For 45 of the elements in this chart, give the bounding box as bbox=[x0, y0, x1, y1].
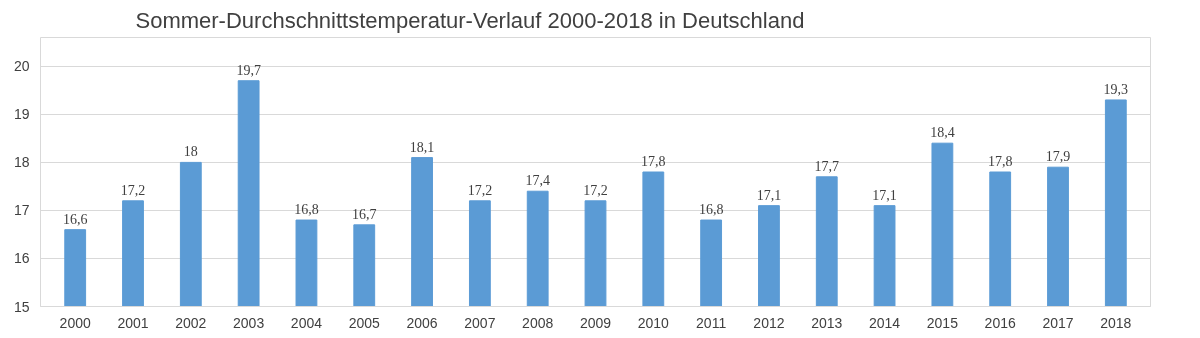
data-label: 17,7 bbox=[814, 158, 839, 174]
x-tick-label: 2012 bbox=[753, 314, 785, 331]
x-tick-label: 2002 bbox=[175, 314, 207, 331]
data-label: 17,4 bbox=[525, 173, 550, 189]
data-label: 16,7 bbox=[352, 206, 377, 222]
x-tick-label: 2018 bbox=[1100, 314, 1132, 331]
data-label: 17,1 bbox=[872, 187, 897, 203]
x-tick-label: 2015 bbox=[926, 314, 959, 331]
x-tick-label: 2003 bbox=[233, 314, 265, 331]
data-label: 18,4 bbox=[930, 125, 955, 141]
x-tick-label: 2011 bbox=[696, 314, 727, 331]
data-label: 19,3 bbox=[1103, 81, 1129, 97]
x-tick-label: 2005 bbox=[348, 314, 381, 331]
x-tick-label: 2017 bbox=[1042, 314, 1074, 331]
data-label: 17,9 bbox=[1045, 149, 1071, 165]
data-label: 17,2 bbox=[120, 182, 146, 198]
data-label: 17,8 bbox=[641, 154, 666, 169]
x-tick-label: 2007 bbox=[464, 314, 496, 331]
data-label: 18 bbox=[183, 144, 198, 160]
x-tick-label: 2010 bbox=[637, 314, 670, 331]
y-tick-label: 17 bbox=[13, 202, 30, 219]
x-tick-label: 2004 bbox=[290, 314, 323, 331]
y-tick-label: 19 bbox=[13, 106, 30, 123]
y-tick-label: 20 bbox=[13, 58, 30, 75]
y-tick-label: 18 bbox=[13, 154, 30, 171]
x-tick-label: 2014 bbox=[868, 314, 901, 331]
y-tick-label: 15 bbox=[13, 298, 30, 315]
y-tick-label: 16 bbox=[13, 250, 30, 267]
data-label: 16,6 bbox=[62, 211, 88, 227]
x-tick-label: 2008 bbox=[522, 314, 554, 331]
data-label: 17,2 bbox=[467, 182, 493, 198]
data-label: 16,8 bbox=[294, 202, 319, 218]
data-label: 16,8 bbox=[698, 202, 724, 218]
data-label: 17,8 bbox=[987, 154, 1013, 169]
x-tick-label: 2006 bbox=[406, 314, 438, 331]
x-tick-label: 2016 bbox=[984, 314, 1016, 331]
x-tick-label: 2009 bbox=[579, 314, 612, 331]
data-label: 17,2 bbox=[583, 182, 608, 198]
data-label: 19,7 bbox=[236, 62, 261, 78]
chart-title: Sommer-Durchschnittstemperatur-Verlauf 2000-2018 in Deutschland bbox=[135, 7, 805, 33]
x-tick-label: 2000 bbox=[59, 314, 91, 331]
data-label: 18,1 bbox=[409, 139, 435, 155]
x-tick-label: 2013 bbox=[811, 314, 843, 331]
data-label: 17,1 bbox=[756, 187, 782, 203]
x-tick-label: 2001 bbox=[117, 314, 149, 331]
